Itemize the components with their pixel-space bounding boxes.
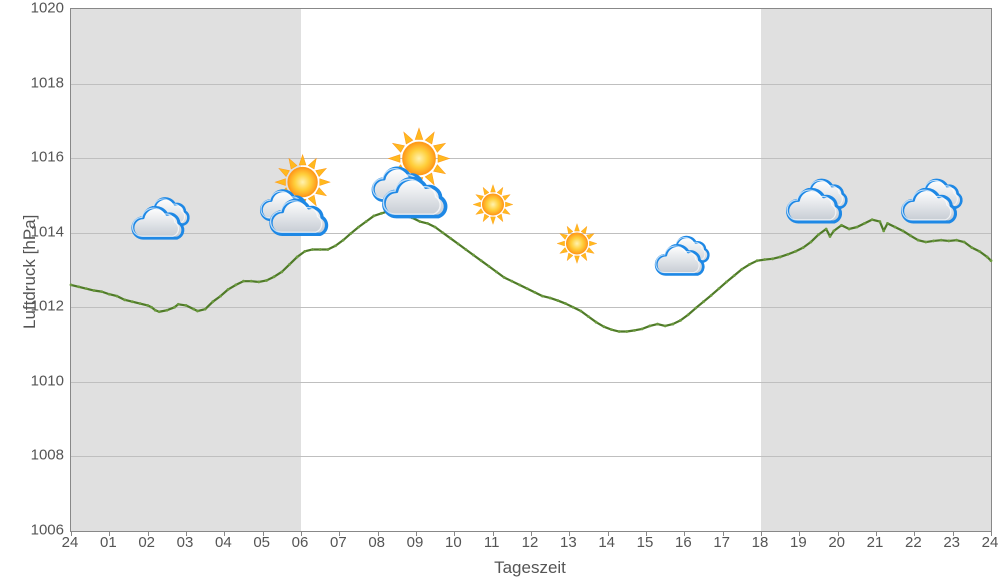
y-tick-label: 1006 (14, 522, 64, 539)
x-tick-label: 02 (138, 534, 155, 551)
x-tick-label: 12 (522, 534, 539, 551)
x-tick-label: 18 (752, 534, 769, 551)
y-tick-label: 1014 (14, 223, 64, 240)
weather-sun-cloud-icon (245, 161, 335, 238)
x-tick-label: 03 (177, 534, 194, 551)
y-tick-label: 1020 (14, 0, 64, 17)
y-tick-label: 1016 (14, 149, 64, 166)
x-tick-label: 07 (330, 534, 347, 551)
x-tick-label: 23 (943, 534, 960, 551)
x-tick-label: 21 (867, 534, 884, 551)
weather-double-cloud-icon (881, 153, 971, 230)
plot-area (70, 8, 992, 532)
y-tick-label: 1018 (14, 74, 64, 91)
x-tick-label: 08 (368, 534, 385, 551)
weather-double-cloud-icon (637, 213, 717, 282)
x-tick-label: 14 (598, 534, 615, 551)
x-tick-label: 10 (445, 534, 462, 551)
x-tick-label: 16 (675, 534, 692, 551)
weather-sun-icon (462, 179, 524, 234)
x-tick-label: 11 (484, 534, 500, 551)
x-tick-label: 22 (905, 534, 922, 551)
x-tick-label: 19 (790, 534, 807, 551)
y-tick-label: 1010 (14, 372, 64, 389)
x-tick-label: 01 (100, 534, 117, 551)
x-tick-label: 24 (982, 534, 999, 551)
x-tick-label: 17 (713, 534, 730, 551)
weather-double-cloud-icon (113, 174, 198, 247)
x-tick-label: 24 (62, 534, 79, 551)
x-tick-label: 06 (292, 534, 309, 551)
x-tick-label: 13 (560, 534, 577, 551)
x-tick-label: 15 (637, 534, 654, 551)
weather-sun-icon (546, 218, 608, 273)
pressure-chart: Luftdruck [hPa] Tageszeit 10061008101010… (0, 0, 1000, 586)
y-tick-label: 1012 (14, 298, 64, 315)
weather-double-cloud-icon (766, 153, 856, 230)
x-tick-label: 05 (253, 534, 270, 551)
x-axis-title: Tageszeit (70, 558, 990, 578)
weather-sun-cloud-icon (355, 134, 455, 219)
pressure-line (71, 9, 991, 531)
y-tick-label: 1008 (14, 447, 64, 464)
x-tick-label: 04 (215, 534, 232, 551)
x-tick-label: 09 (407, 534, 424, 551)
x-tick-label: 20 (828, 534, 845, 551)
